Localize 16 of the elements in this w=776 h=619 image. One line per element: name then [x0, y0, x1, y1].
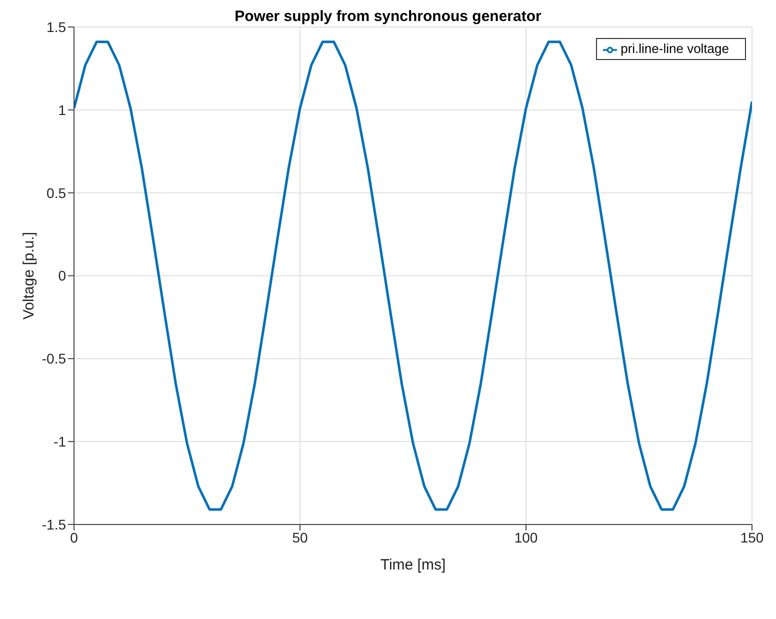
y-tick-label: 1.5 [46, 18, 66, 35]
chart-title: Power supply from synchronous generator [234, 8, 542, 25]
y-tick-label: -1 [54, 434, 66, 450]
y-tick-label: 1 [58, 102, 66, 118]
legend-label: pri.line-line voltage [620, 41, 729, 56]
line-series [74, 40, 752, 511]
x-axis-title: Time [ms] [380, 556, 446, 574]
y-tick-label: -0.5 [42, 350, 66, 367]
x-tick-label: 0 [70, 529, 78, 546]
x-tick-label: 150 [740, 529, 764, 546]
x-tick-label: 50 [292, 529, 308, 546]
x-tick-label: 100 [514, 529, 538, 546]
y-axis-title: Voltage [p.u.] [20, 232, 38, 320]
y-tick-label: 0.5 [46, 184, 66, 201]
y-tick-label: 0 [58, 268, 66, 284]
y-tick-label: -1.5 [42, 516, 66, 532]
